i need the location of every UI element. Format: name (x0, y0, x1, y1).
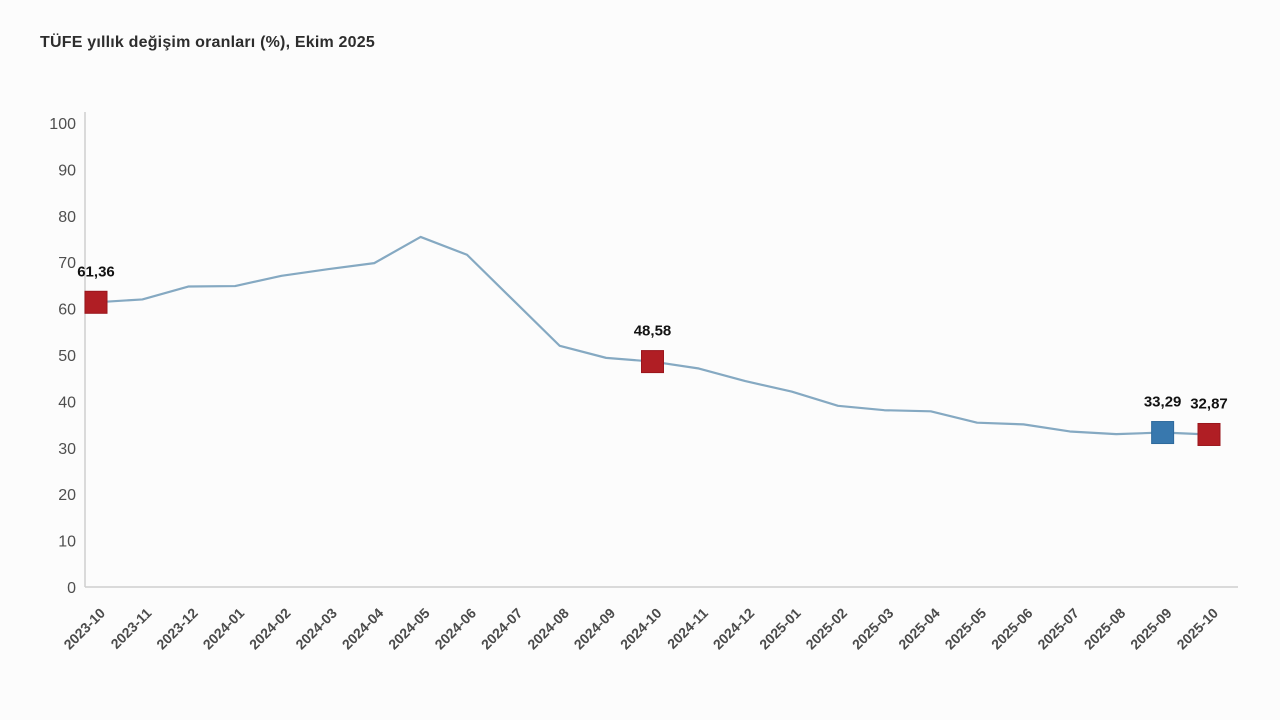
y-tick-label: 30 (58, 441, 76, 458)
x-tick-label: 2024-12 (710, 605, 758, 653)
data-point-marker[interactable] (84, 290, 108, 314)
x-tick-label: 2024-05 (385, 605, 433, 653)
data-point-label: 48,58 (634, 323, 672, 340)
y-tick-label: 80 (58, 209, 76, 226)
x-tick-label: 2023-10 (60, 605, 108, 653)
x-tick-label: 2023-11 (107, 605, 154, 652)
x-tick-label: 2025-09 (1127, 605, 1175, 653)
data-point-marker[interactable] (641, 350, 664, 374)
y-tick-label: 100 (49, 116, 76, 133)
data-point-marker[interactable] (1151, 421, 1175, 445)
y-tick-label: 70 (58, 255, 76, 272)
x-tick-label: 2025-08 (1081, 605, 1129, 653)
y-tick-label: 40 (58, 394, 76, 411)
y-tick-label: 60 (58, 302, 76, 319)
x-tick-label: 2024-03 (292, 605, 340, 653)
y-tick-label: 0 (67, 580, 76, 597)
x-tick-label: 2023-12 (153, 605, 201, 653)
x-tick-label: 2024-08 (524, 605, 572, 653)
page-title: TÜFE yıllık değişim oranları (%), Ekim 2… (40, 34, 375, 51)
data-point-label: 32,87 (1190, 395, 1228, 412)
x-tick-label: 2025-05 (942, 605, 990, 653)
data-point-label: 61,36 (77, 263, 115, 280)
y-tick-label: 90 (58, 162, 76, 179)
x-tick-label: 2024-07 (478, 605, 526, 653)
x-tick-label: 2025-02 (802, 605, 850, 653)
x-tick-label: 2025-10 (1173, 605, 1221, 653)
x-tick-label: 2024-02 (246, 605, 294, 653)
x-tick-label: 2024-04 (339, 605, 387, 653)
y-tick-label: 20 (58, 487, 76, 504)
y-tick-label: 50 (58, 348, 76, 365)
x-tick-label: 2024-09 (571, 605, 619, 653)
x-tick-label: 2025-07 (1034, 605, 1082, 653)
x-tick-label: 2024-01 (200, 605, 248, 653)
x-tick-label: 2025-01 (756, 605, 804, 653)
x-tick-label: 2025-04 (895, 605, 943, 653)
x-tick-label: 2024-06 (431, 605, 479, 653)
x-tick-label: 2025-06 (988, 605, 1036, 653)
data-point-marker[interactable] (1197, 422, 1221, 446)
x-tick-label: 2025-03 (849, 605, 897, 653)
data-point-label: 33,29 (1144, 394, 1182, 411)
x-tick-label: 2024-10 (617, 605, 665, 653)
y-tick-label: 10 (58, 534, 76, 551)
x-tick-label: 2024-11 (664, 605, 711, 652)
